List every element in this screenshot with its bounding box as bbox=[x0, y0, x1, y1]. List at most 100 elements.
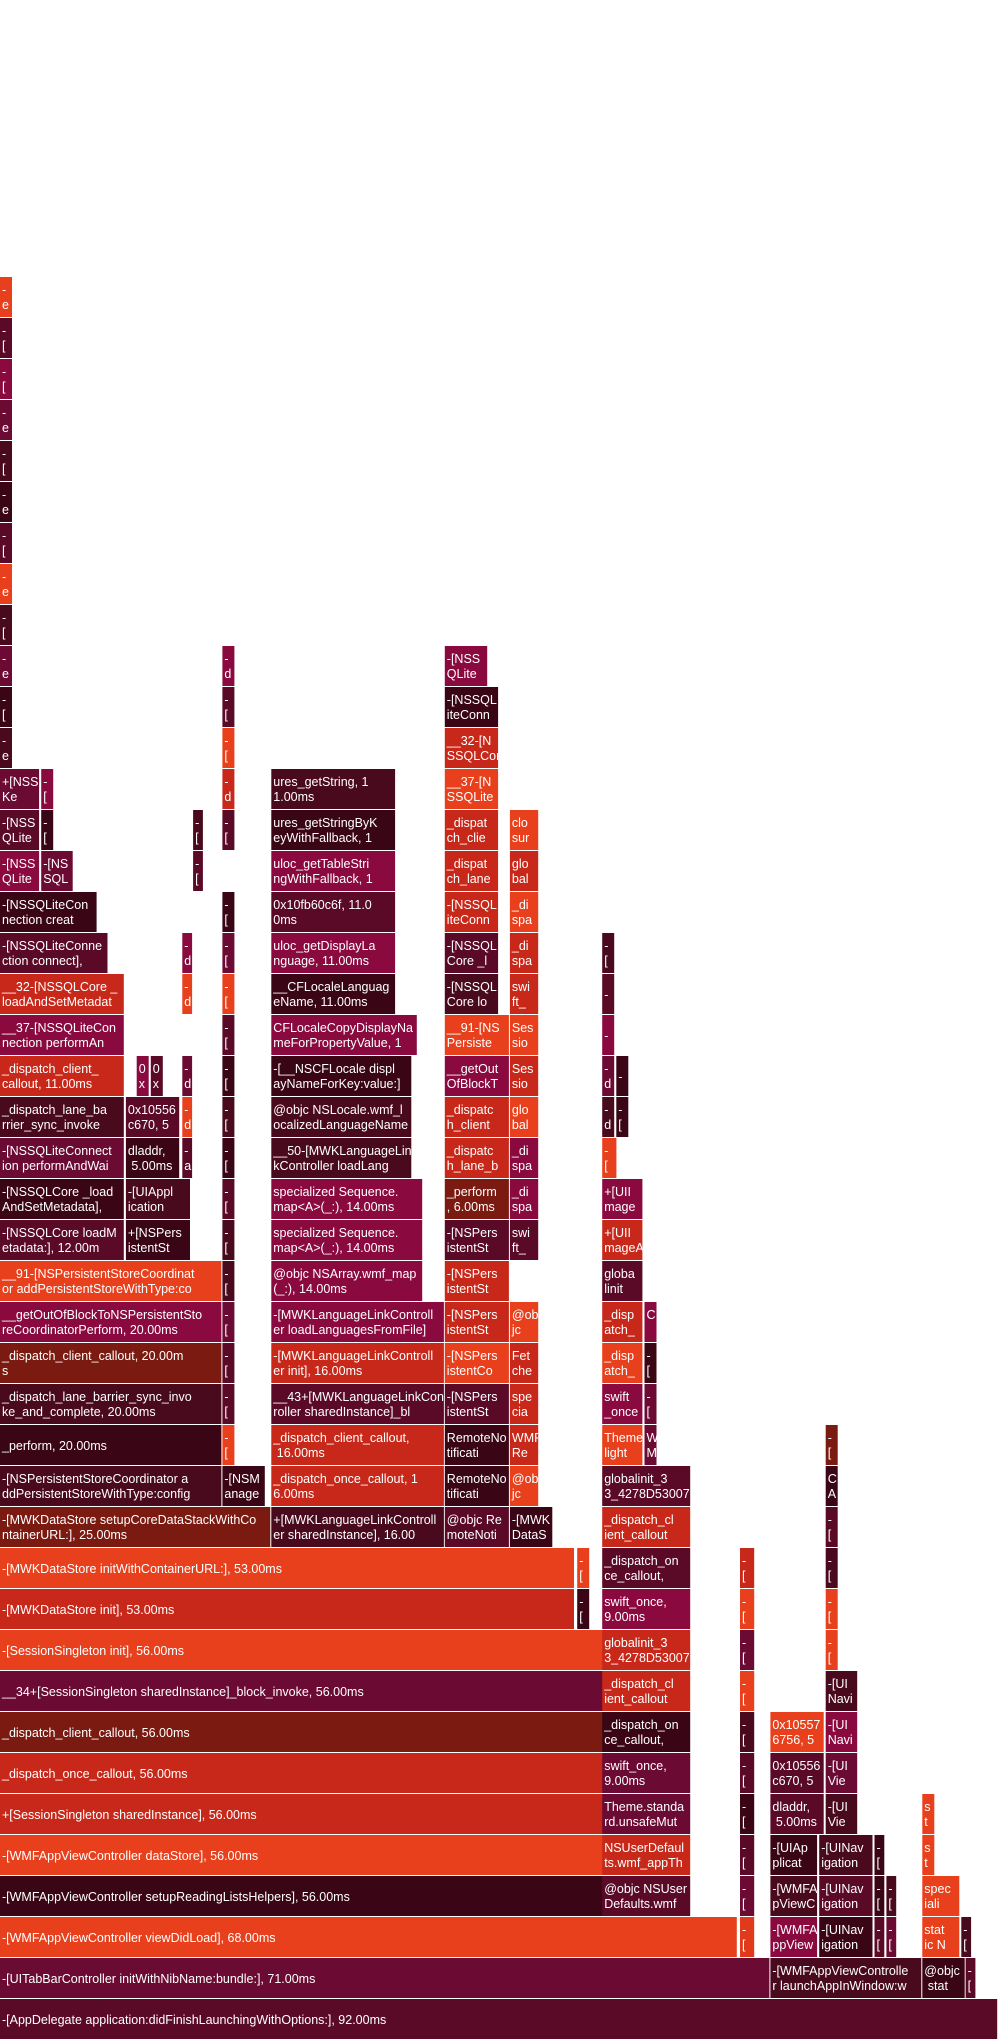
frame-box[interactable] bbox=[922, 1917, 960, 1957]
frame-box[interactable] bbox=[644, 1384, 657, 1424]
frame-box[interactable] bbox=[0, 933, 108, 973]
frame-box[interactable] bbox=[825, 1630, 838, 1670]
frame[interactable]: -[UI Navi bbox=[825, 1671, 858, 1711]
frame-box[interactable] bbox=[0, 1097, 124, 1137]
frame[interactable]: _di spa bbox=[509, 1179, 539, 1219]
frame-box[interactable] bbox=[444, 1138, 509, 1178]
frame[interactable]: _dispatch_cl ient_callout bbox=[602, 1671, 691, 1711]
frame[interactable]: ures_getString, 1 1.00ms bbox=[271, 769, 396, 809]
frame-box[interactable] bbox=[182, 933, 193, 973]
frame[interactable]: +[NSS Ke bbox=[0, 769, 40, 809]
frame-box[interactable] bbox=[444, 728, 499, 768]
frame-box[interactable] bbox=[509, 1097, 539, 1137]
frame[interactable]: -[AppDelegate application:didFinishLaunc… bbox=[0, 1999, 998, 2039]
frame-box[interactable] bbox=[509, 1179, 539, 1219]
frame[interactable]: -[UINav igation bbox=[819, 1917, 873, 1957]
frame[interactable]: -[ bbox=[222, 1138, 235, 1178]
frame[interactable]: __getOutOfBlockToNSPersistentSto reCoordi… bbox=[0, 1302, 222, 1342]
frame-box[interactable] bbox=[0, 318, 12, 358]
frame[interactable]: _dispatch_cl ient_callout bbox=[602, 1507, 691, 1547]
frame-box[interactable] bbox=[509, 1466, 539, 1506]
frame-box[interactable] bbox=[0, 1179, 124, 1219]
frame-box[interactable] bbox=[0, 1548, 574, 1588]
frame-box[interactable] bbox=[125, 1179, 190, 1219]
frame-box[interactable] bbox=[740, 1630, 755, 1670]
frame[interactable]: -d bbox=[602, 1097, 615, 1137]
frame-box[interactable] bbox=[222, 1220, 235, 1260]
frame-box[interactable] bbox=[444, 1343, 509, 1383]
frame[interactable]: -[NSSQLCore loadM etadata:], 12.00m bbox=[0, 1220, 124, 1260]
frame-box[interactable] bbox=[602, 1671, 691, 1711]
frame-box[interactable] bbox=[602, 1835, 691, 1875]
frame[interactable]: -[ bbox=[602, 1138, 617, 1178]
frame-box[interactable] bbox=[444, 974, 499, 1014]
frame[interactable]: -[SessionSingleton init], 56.00ms bbox=[0, 1630, 607, 1670]
frame[interactable]: -[ bbox=[616, 1097, 629, 1137]
frame[interactable]: -e bbox=[0, 277, 12, 317]
frame-box[interactable] bbox=[193, 810, 203, 850]
frame[interactable]: CFLocaleCopyDisplayNa meForPropertyValue,… bbox=[271, 1015, 417, 1055]
frame-box[interactable] bbox=[0, 277, 12, 317]
frame-box[interactable] bbox=[819, 1917, 873, 1957]
frame-box[interactable] bbox=[509, 1138, 539, 1178]
frame[interactable]: -[ bbox=[222, 1097, 235, 1137]
frame[interactable]: _dispat ch_lane bbox=[444, 851, 499, 891]
frame-box[interactable] bbox=[770, 1794, 824, 1834]
frame-box[interactable] bbox=[602, 1138, 617, 1178]
frame[interactable]: - bbox=[602, 974, 615, 1014]
frame[interactable]: uloc_getTableStri ngWithFallback, 1 bbox=[271, 851, 396, 891]
frame[interactable]: _di spa bbox=[509, 892, 539, 932]
frame-box[interactable] bbox=[222, 1179, 235, 1219]
frame-box[interactable] bbox=[602, 1548, 691, 1588]
frame[interactable]: globalinit_3 3_4278D53007 bbox=[602, 1466, 691, 1506]
frame[interactable]: -[NSSQLiteConne ction connect], bbox=[0, 933, 108, 973]
frame-box[interactable] bbox=[825, 1507, 838, 1547]
frame-box[interactable] bbox=[222, 1138, 235, 1178]
frame-box[interactable] bbox=[644, 1302, 657, 1342]
frame[interactable]: -e bbox=[0, 482, 12, 522]
frame[interactable]: -[ bbox=[577, 1589, 590, 1629]
frame[interactable]: _dispatch_client_ callout, 11.00ms bbox=[0, 1056, 124, 1096]
frame-box[interactable] bbox=[922, 1876, 960, 1916]
frame[interactable]: -[ bbox=[825, 1425, 838, 1465]
frame-box[interactable] bbox=[444, 1466, 509, 1506]
frame-box[interactable] bbox=[0, 1835, 607, 1875]
frame[interactable]: -d bbox=[182, 933, 193, 973]
frame-box[interactable] bbox=[0, 1056, 124, 1096]
frame-box[interactable] bbox=[0, 1753, 607, 1793]
frame-box[interactable] bbox=[125, 1097, 180, 1137]
frame-box[interactable] bbox=[740, 1671, 755, 1711]
frame[interactable]: -[ bbox=[0, 687, 12, 727]
frame-box[interactable] bbox=[271, 1179, 423, 1219]
frame-box[interactable] bbox=[222, 933, 235, 973]
frame[interactable]: __43+[MWKLanguageLinkCont roller sharedIn… bbox=[271, 1384, 448, 1424]
frame-box[interactable] bbox=[577, 1589, 590, 1629]
frame[interactable]: __91-[NSPersistentStoreCoordinat or addPe… bbox=[0, 1261, 222, 1301]
frame-box[interactable] bbox=[222, 1425, 235, 1465]
frame-box[interactable] bbox=[222, 1466, 265, 1506]
frame-box[interactable] bbox=[602, 1876, 691, 1916]
frame-box[interactable] bbox=[271, 1384, 444, 1424]
frame[interactable]: -[WMFAppViewController setupReadingLists… bbox=[0, 1876, 607, 1916]
frame-box[interactable] bbox=[271, 1466, 444, 1506]
frame-box[interactable] bbox=[740, 1835, 755, 1875]
frame-box[interactable] bbox=[509, 1220, 539, 1260]
frame[interactable]: -[UINav igation bbox=[819, 1835, 873, 1875]
frame[interactable]: dladdr, 5.00ms bbox=[125, 1138, 180, 1178]
frame[interactable]: -[MWKDataStore setupCoreDataStackWithCo n… bbox=[0, 1507, 271, 1547]
frame[interactable]: Theme light bbox=[602, 1425, 643, 1465]
frame-box[interactable] bbox=[740, 1548, 755, 1588]
frame[interactable]: -[MWKLanguageLinkControll er init], 16.00… bbox=[271, 1343, 444, 1383]
frame[interactable]: -[ bbox=[222, 1425, 235, 1465]
frame[interactable]: -[ bbox=[0, 441, 12, 481]
frame[interactable]: -[WMFA pViewC bbox=[770, 1876, 818, 1916]
frame[interactable]: ures_getStringByK eyWithFallback, 1 bbox=[271, 810, 396, 850]
frame-box[interactable] bbox=[222, 1015, 235, 1055]
frame[interactable]: -[NSSQLiteCon nection creat bbox=[0, 892, 97, 932]
frame[interactable]: -[NSPersistentStoreCoordinator a ddPersis… bbox=[0, 1466, 222, 1506]
frame-box[interactable] bbox=[0, 851, 40, 891]
frame[interactable]: -[ bbox=[41, 810, 54, 850]
frame-box[interactable] bbox=[444, 1261, 509, 1301]
